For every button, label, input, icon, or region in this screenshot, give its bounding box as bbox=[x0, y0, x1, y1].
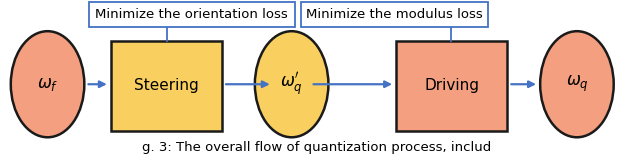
Text: $\omega_{q}^{\prime}$: $\omega_{q}^{\prime}$ bbox=[280, 71, 303, 98]
FancyBboxPatch shape bbox=[301, 2, 488, 27]
Ellipse shape bbox=[11, 31, 84, 137]
Text: $\omega_{q}$: $\omega_{q}$ bbox=[566, 74, 588, 94]
FancyBboxPatch shape bbox=[396, 41, 507, 131]
Ellipse shape bbox=[255, 31, 328, 137]
Text: Steering: Steering bbox=[134, 78, 199, 93]
Text: Minimize the modulus loss: Minimize the modulus loss bbox=[306, 8, 483, 21]
Text: g. 3: The overall flow of quantization process, includ: g. 3: The overall flow of quantization p… bbox=[143, 141, 491, 154]
FancyBboxPatch shape bbox=[111, 41, 222, 131]
Text: Minimize the orientation loss: Minimize the orientation loss bbox=[95, 8, 288, 21]
Text: $\omega_{f}$: $\omega_{f}$ bbox=[37, 75, 58, 93]
Ellipse shape bbox=[540, 31, 614, 137]
FancyBboxPatch shape bbox=[89, 2, 295, 27]
Text: Driving: Driving bbox=[424, 78, 479, 93]
